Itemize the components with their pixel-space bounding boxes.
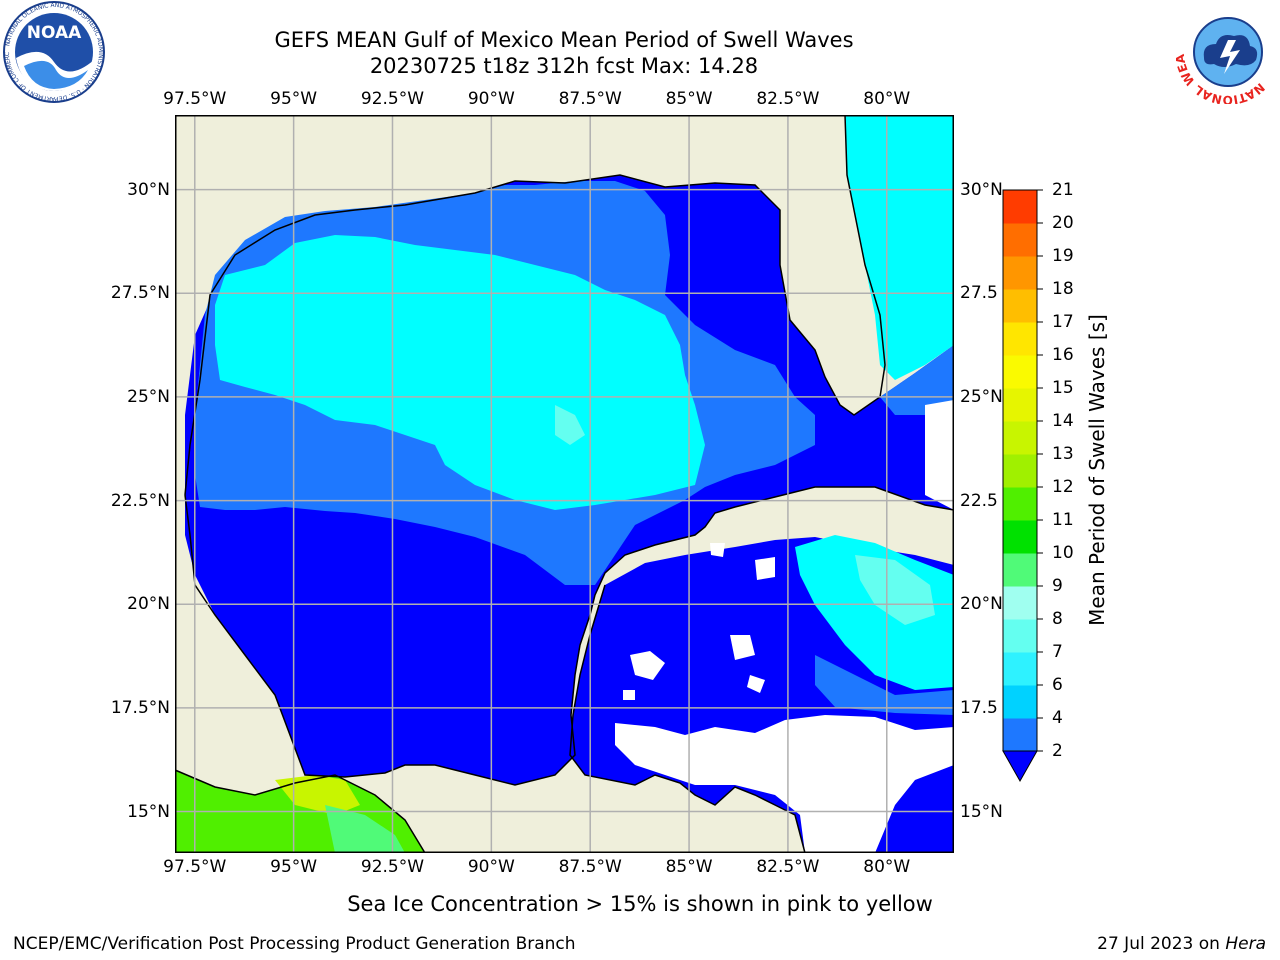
colorbar-label-17: 21	[1052, 180, 1074, 200]
colorbar-label-2: 6	[1052, 675, 1063, 695]
lat-tick-left-4: 20°N	[127, 594, 170, 615]
chart-title: GEFS MEAN Gulf of Mexico Mean Period of …	[274, 28, 854, 52]
lon-tick-top-3: 90°W	[467, 89, 515, 109]
lat-tick-right-5: 17.5	[960, 697, 998, 718]
colorbar-frame	[1002, 189, 1038, 752]
colorbar-swatch-7	[1003, 487, 1037, 521]
colorbar-label-6: 10	[1052, 543, 1074, 563]
colorbar-swatch-13	[1003, 289, 1037, 323]
lon-tick-top-2: 92.5°W	[360, 89, 425, 109]
lon-tick-top-4: 87.5°W	[558, 89, 622, 109]
lon-tick-bottom-1: 95°W	[270, 857, 318, 877]
colorbar-swatch-3	[1003, 619, 1037, 653]
colorbar-label-11: 15	[1052, 378, 1074, 398]
swell-4-6s	[215, 235, 705, 510]
colorbar-swatch-11	[1003, 355, 1037, 389]
colorbar-label-16: 20	[1052, 213, 1074, 233]
colorbar-swatch-15	[1003, 223, 1037, 257]
footnote: Sea Ice Concentration > 15% is shown in …	[347, 892, 933, 916]
credit-machine: Hera	[1225, 934, 1266, 954]
credit-left: NCEP/EMC/Verification Post Processing Pr…	[13, 934, 576, 954]
colorbar-swatch-16	[1003, 190, 1037, 224]
colorbar-swatch-0	[1003, 718, 1037, 752]
lon-tick-top-0: 97.5°W	[163, 89, 227, 109]
colorbar-title: Mean Period of Swell Waves [s]	[1085, 314, 1109, 626]
caribbean-blue-band	[815, 655, 954, 715]
colorbar-label-8: 12	[1052, 477, 1074, 497]
lon-tick-bottom-0: 97.5°W	[163, 857, 227, 877]
colorbar-label-9: 13	[1052, 444, 1074, 464]
colorbar-swatch-12	[1003, 322, 1037, 356]
colorbar-label-1: 4	[1052, 708, 1063, 728]
lon-tick-bottom-4: 87.5°W	[558, 857, 622, 877]
colorbar-swatch-5	[1003, 553, 1037, 587]
colorbar-label-14: 18	[1052, 279, 1074, 299]
lon-tick-bottom-6: 82.5°W	[756, 857, 820, 877]
colorbar-swatch-4	[1003, 586, 1037, 620]
lat-tick-right-4: 20°N	[960, 594, 1003, 615]
swell-6-8s-center	[555, 405, 585, 445]
lon-tick-bottom-3: 90°W	[467, 857, 515, 877]
colorbar-label-13: 17	[1052, 312, 1074, 332]
colorbar-swatch-2	[1003, 652, 1037, 686]
colorbar-swatch-9	[1003, 421, 1037, 455]
lat-tick-left-6: 15°N	[127, 801, 170, 822]
colorbar-label-0: 2	[1052, 741, 1063, 761]
colorbar-label-10: 14	[1052, 411, 1074, 431]
colorbar-swatch-8	[1003, 454, 1037, 488]
no-data-patches	[615, 400, 954, 853]
noaa-logo-icon: NOAA NATIONAL OCEANIC AND ATMOSPHERIC AD…	[2, 0, 105, 103]
colorbar-swatch-6	[1003, 520, 1037, 554]
lon-tick-top-5: 85°W	[665, 89, 713, 109]
nws-logo-icon: NATIONAL WEATHER SERVICE	[1176, 0, 1278, 104]
lat-tick-right-1: 27.5	[960, 283, 998, 304]
lon-tick-top-7: 80°W	[863, 89, 911, 109]
colorbar	[1002, 189, 1043, 783]
lat-tick-left-5: 17.5°N	[110, 697, 170, 718]
lat-tick-left-3: 22.5°N	[110, 490, 170, 511]
colorbar-swatch-10	[1003, 388, 1037, 422]
colorbar-label-12: 16	[1052, 345, 1074, 365]
lat-tick-right-6: 15°N	[960, 801, 1003, 822]
colorbar-label-3: 7	[1052, 642, 1063, 662]
colorbar-label-15: 19	[1052, 246, 1074, 266]
gridlines	[175, 115, 954, 853]
lat-tick-left-1: 27.5°N	[110, 283, 170, 304]
colorbar-label-5: 9	[1052, 576, 1063, 596]
map-plot	[175, 115, 954, 853]
colorbar-swatch-1	[1003, 685, 1037, 719]
map-frame	[175, 115, 954, 853]
pacific-water-yellow	[275, 775, 360, 815]
lon-tick-bottom-7: 80°W	[863, 857, 911, 877]
lon-tick-bottom-5: 85°W	[665, 857, 713, 877]
caribbean-cyan-light	[855, 555, 935, 625]
colorbar-under-triangle	[1002, 750, 1038, 783]
lon-tick-top-1: 95°W	[270, 89, 318, 109]
chart-subtitle: 20230725 t18z 312h fcst Max: 14.28	[369, 54, 759, 78]
lon-tick-top-6: 82.5°W	[756, 89, 820, 109]
lat-tick-right-2: 25°N	[960, 386, 1003, 407]
credit-date: 27 Jul 2023 on	[1097, 934, 1226, 954]
lat-tick-left-0: 30°N	[127, 179, 170, 200]
atlantic-water	[845, 115, 954, 380]
lat-tick-right-0: 30°N	[960, 179, 1003, 200]
lat-tick-right-3: 22.5	[960, 490, 998, 511]
colorbar-label-7: 11	[1052, 510, 1074, 530]
pacific-water-teal	[325, 805, 405, 853]
colorbar-label-4: 8	[1052, 609, 1063, 629]
lon-tick-bottom-2: 92.5°W	[360, 857, 425, 877]
lat-tick-left-2: 25°N	[127, 386, 170, 407]
colorbar-swatch-14	[1003, 256, 1037, 290]
svg-text:NOAA: NOAA	[27, 23, 82, 43]
credit-right: 27 Jul 2023 on Hera	[1097, 933, 1266, 955]
